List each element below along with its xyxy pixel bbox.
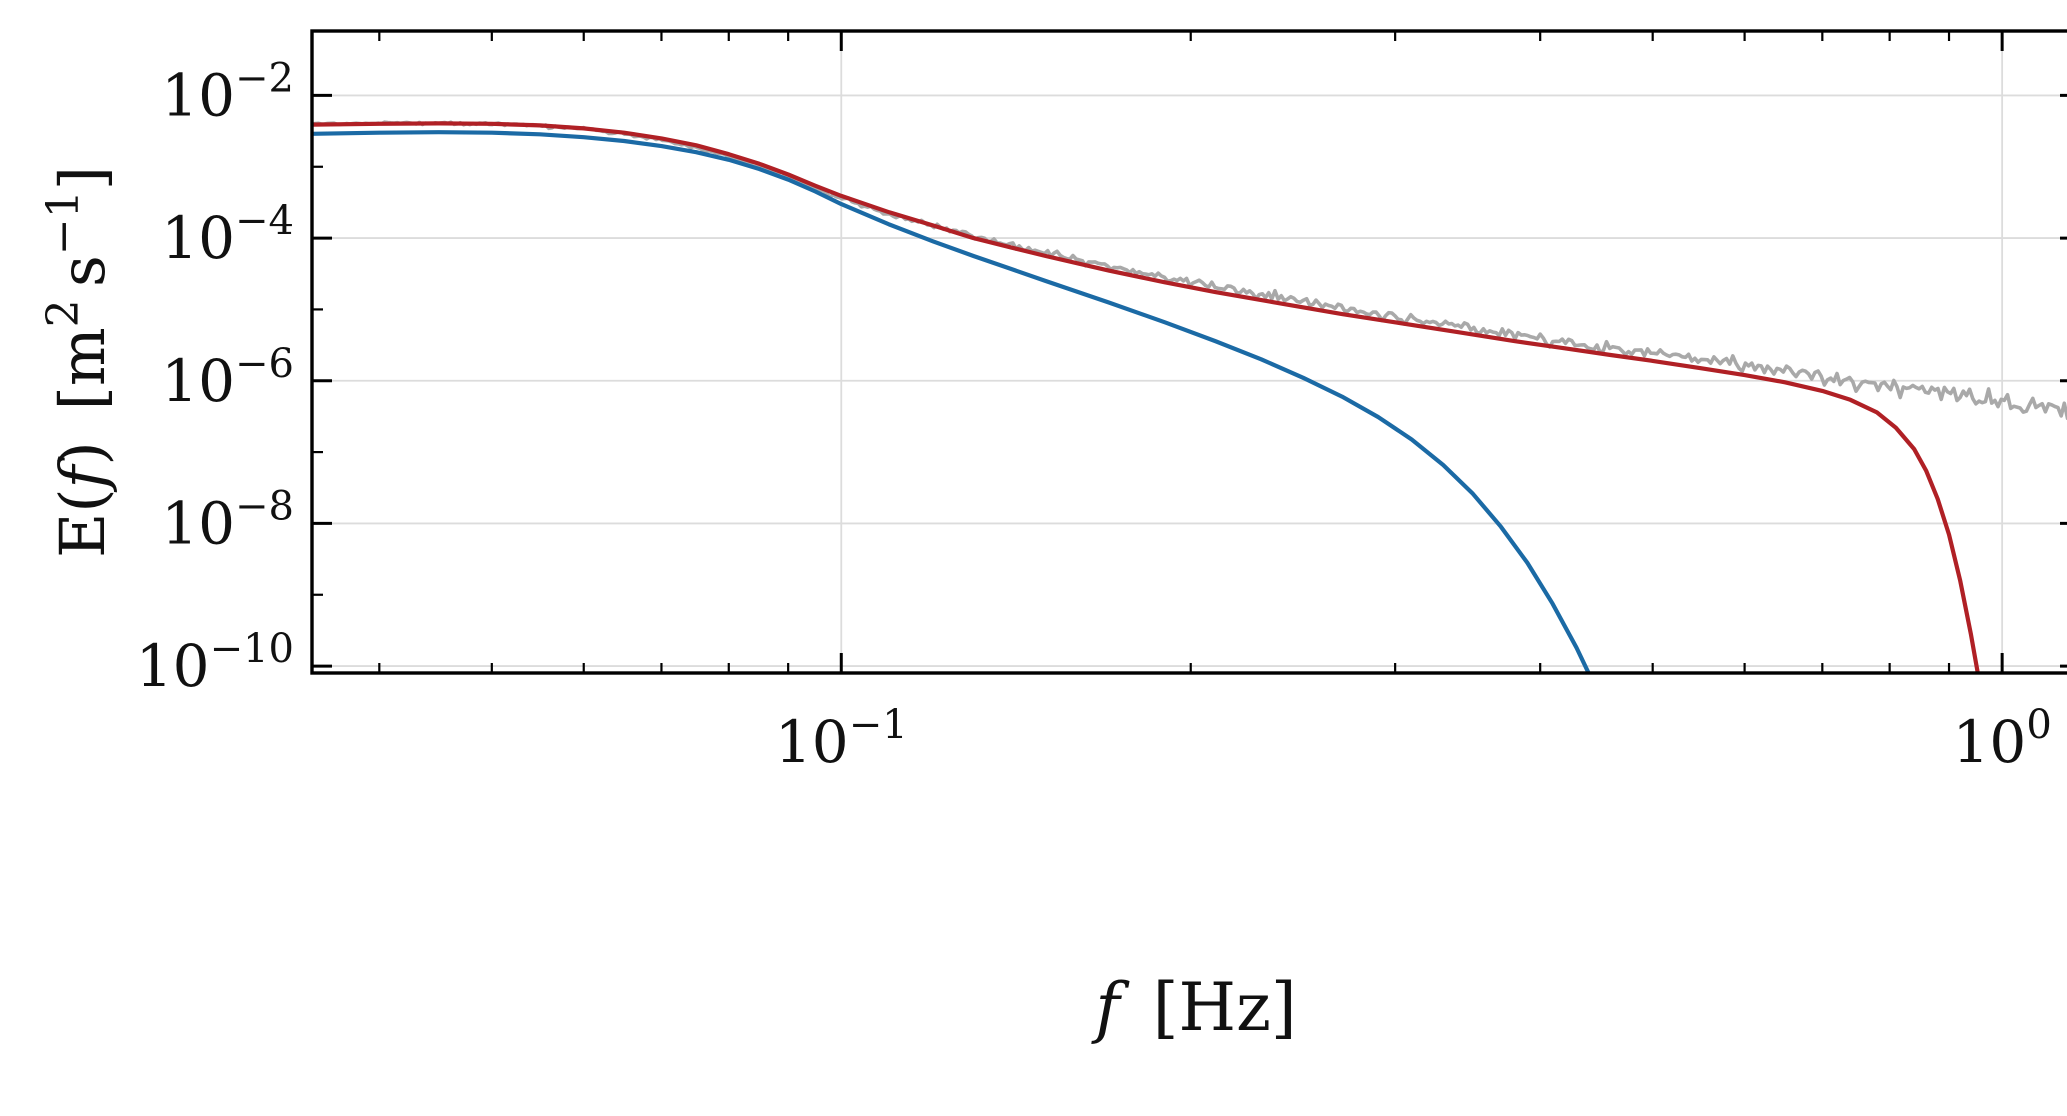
tick-label-exponent: −4 [235, 198, 294, 244]
spectrum-figure: 10−1 100 10−2 10−4 10−6 10−8 10−10 f [Hz] E(f) [… [40, 16, 2067, 1100]
tick-label-exponent: −10 [210, 626, 294, 672]
curves [312, 120, 2067, 673]
x-axis-label: f [Hz] [1090, 969, 1296, 1046]
spectrum-chart: 10−1 100 10−2 10−4 10−6 10−8 10−10 f [Hz] E(f) [… [40, 16, 2067, 1100]
y-axis-label: E(f) [m2 s−1] [40, 166, 119, 558]
y-axis-label-token: 2 [40, 299, 89, 327]
y-tick-label: 10−4 [161, 198, 294, 272]
x-tick-label: 10−1 [775, 702, 908, 776]
y-axis-label-token: −1 [40, 190, 89, 255]
tick-label-base: 10 [136, 632, 210, 700]
tick-label-exponent: −2 [235, 55, 294, 101]
y-axis-label-token: ) [m [46, 327, 119, 465]
axis-ticks [312, 31, 2067, 673]
y-tick-label: 10−10 [136, 626, 294, 700]
y-axis-label-token: E( [46, 488, 119, 557]
x-axis-label-token: [Hz] [1120, 969, 1297, 1046]
axes-frame [310, 29, 2067, 675]
tick-label-base: 10 [1953, 708, 2027, 776]
tick-label-base: 10 [775, 708, 849, 776]
y-tick-label: 10−8 [161, 483, 294, 557]
y-tick-label: 10−6 [161, 341, 294, 415]
tick-label-base: 10 [161, 61, 235, 129]
tick-label-exponent: 0 [2026, 702, 2051, 748]
tick-label-base: 10 [161, 489, 235, 557]
gridlines [312, 31, 2067, 673]
series-model-spectrum-red-line [312, 121, 1980, 673]
series-model-spectrum-blue-line [312, 130, 1591, 673]
tick-label-base: 10 [161, 204, 235, 272]
tick-label-exponent: −1 [849, 702, 908, 748]
tick-label-exponent: −6 [235, 341, 294, 387]
x-tick-label: 100 [1953, 702, 2052, 776]
y-axis-label-token: s [46, 255, 119, 299]
y-tick-label: 10−2 [161, 55, 294, 129]
y-axis-label-token: ] [46, 166, 119, 190]
tick-label-base: 10 [161, 347, 235, 415]
tick-label-exponent: −8 [235, 483, 294, 529]
